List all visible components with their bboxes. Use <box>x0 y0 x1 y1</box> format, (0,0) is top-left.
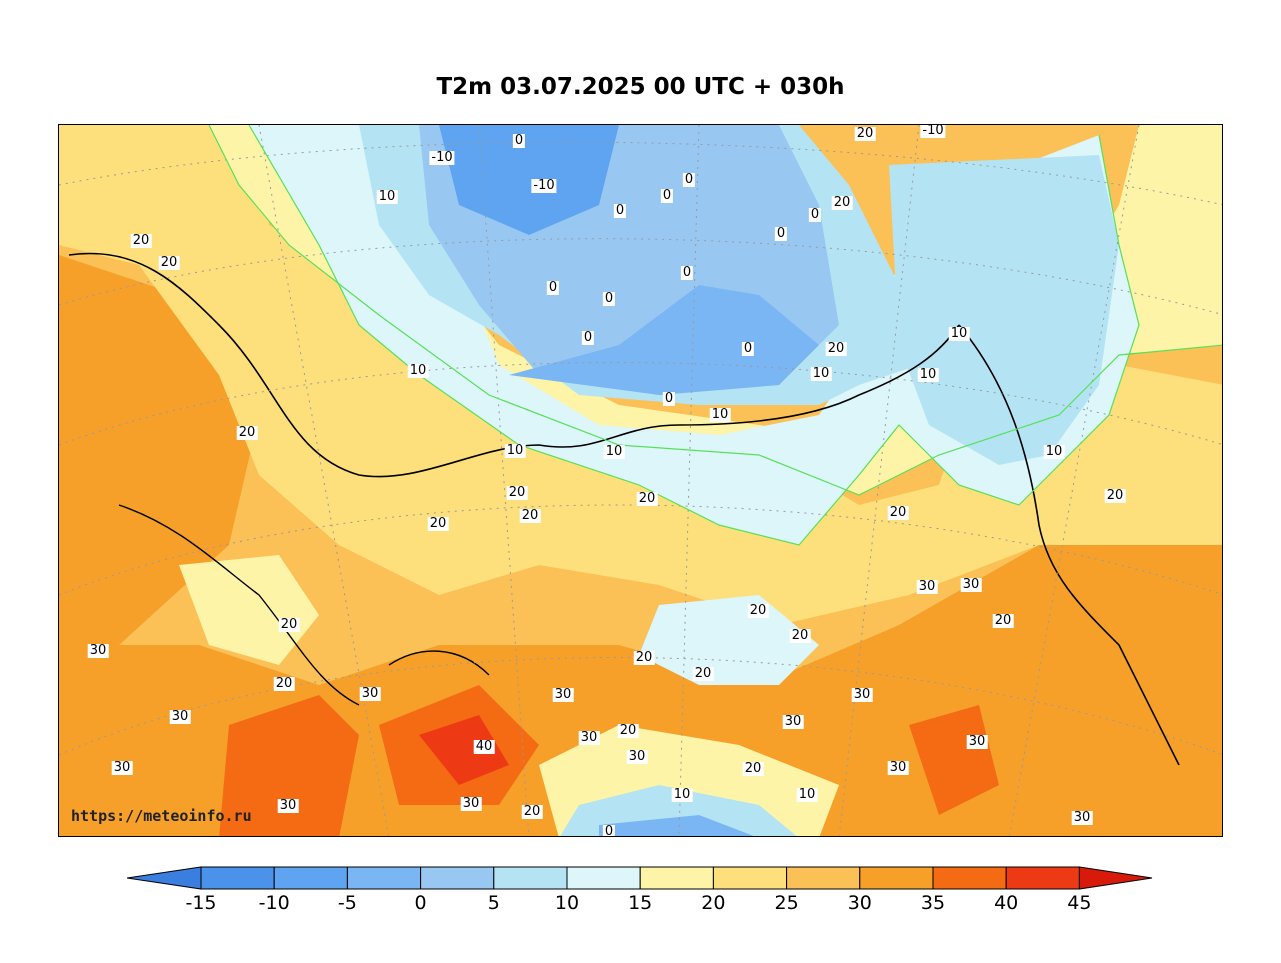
contour-label: 10 <box>796 787 818 802</box>
legend-bin <box>786 866 861 890</box>
legend-tick-label: 25 <box>774 892 799 914</box>
contour-label: 0 <box>774 226 788 241</box>
legend-tick-label: -15 <box>185 892 217 914</box>
contour-label: 10 <box>603 444 625 459</box>
contour-label: 30 <box>111 760 133 775</box>
color-legend <box>127 866 1153 890</box>
contour-label: 0 <box>581 330 595 345</box>
contour-label: 20 <box>633 650 655 665</box>
contour-label: 30 <box>359 686 381 701</box>
watermark: https://meteoinfo.ru <box>71 807 252 825</box>
contour-label: 30 <box>1071 810 1093 825</box>
contour-label: 20 <box>825 341 847 356</box>
contour-label: 30 <box>578 730 600 745</box>
contour-label: 30 <box>851 687 873 702</box>
legend-bin <box>493 866 568 890</box>
contour-label: -10 <box>920 124 946 138</box>
contour-label: 20 <box>887 505 909 520</box>
contour-label: -10 <box>429 150 455 165</box>
legend-bin <box>200 866 275 890</box>
contour-label: 30 <box>552 687 574 702</box>
legend-bin <box>566 866 641 890</box>
contour-label: 30 <box>887 760 909 775</box>
contour-label: -10 <box>531 178 557 193</box>
contour-label: 10 <box>810 366 832 381</box>
contour-label: 20 <box>789 628 811 643</box>
contour-label: 20 <box>158 255 180 270</box>
contour-label: 20 <box>278 617 300 632</box>
legend-bin <box>420 866 495 890</box>
contour-label: 20 <box>742 761 764 776</box>
contour-label: 10 <box>671 787 693 802</box>
legend-tick-label: 10 <box>554 892 580 914</box>
contour-label: 30 <box>87 643 109 658</box>
contour-label: 20 <box>521 804 543 819</box>
contour-label: 30 <box>277 798 299 813</box>
contour-label: 20 <box>1104 488 1126 503</box>
contour-label: 10 <box>376 189 398 204</box>
contour-label: 30 <box>169 709 191 724</box>
contour-label: 20 <box>427 516 449 531</box>
contour-label: 20 <box>617 723 639 738</box>
legend-bin <box>712 866 788 890</box>
contour-label: 10 <box>504 443 526 458</box>
legend-tick-label: 15 <box>628 892 653 914</box>
contour-label: 10 <box>917 367 939 382</box>
contour-label: 0 <box>741 341 755 356</box>
contour-label: 30 <box>960 577 982 592</box>
contour-label: 0 <box>662 391 676 406</box>
legend-under-arrow <box>127 866 202 890</box>
legend-bin <box>859 866 934 890</box>
contour-label: 20 <box>747 603 769 618</box>
contour-label: 30 <box>460 796 482 811</box>
contour-label: 20 <box>831 195 853 210</box>
contour-label: 20 <box>506 485 528 500</box>
legend-bin <box>639 866 714 890</box>
legend-tick-label: 0 <box>414 892 427 914</box>
contour-label: 0 <box>660 188 674 203</box>
contour-label: 0 <box>682 172 696 187</box>
contour-label: 20 <box>636 491 658 506</box>
legend-tick-label: 35 <box>920 892 946 914</box>
legend-tick-label: -5 <box>337 892 357 914</box>
contour-label: 40 <box>473 739 495 754</box>
contour-label: 30 <box>916 579 938 594</box>
legend-tick-label: 20 <box>701 892 726 914</box>
contour-label: 0 <box>680 265 694 280</box>
contour-label: 20 <box>992 613 1014 628</box>
map-title: T2m 03.07.2025 00 UTC + 030h <box>436 74 845 100</box>
contour-label: 30 <box>626 749 648 764</box>
contour-label: 20 <box>236 425 258 440</box>
temperature-map: 20 -10 -10 -10 0 10 20 20 0 0 0 20 0 0 0 0 0 0 10 20 0 10 10 10… <box>58 124 1223 837</box>
contour-label: 30 <box>966 734 988 749</box>
contour-label: 20 <box>273 676 295 691</box>
legend-tick-label: 40 <box>994 892 1019 914</box>
contour-label: 0 <box>546 280 560 295</box>
contour-label: 0 <box>613 203 627 218</box>
contour-label: 20 <box>519 508 541 523</box>
contour-label: 10 <box>407 363 429 378</box>
legend-tick-label: 30 <box>847 892 872 914</box>
contour-label: 30 <box>782 714 804 729</box>
contour-label: 10 <box>948 326 970 341</box>
contour-label: 0 <box>602 291 616 306</box>
legend-bin <box>932 866 1007 890</box>
contour-label: 0 <box>512 133 526 148</box>
temperature-field <box>59 125 1222 836</box>
contour-label: 0 <box>808 207 822 222</box>
contour-label: 20 <box>130 233 152 248</box>
legend-bin <box>273 866 348 890</box>
legend-bin <box>1005 866 1080 890</box>
legend-tick-label: -10 <box>258 892 290 914</box>
contour-label: 10 <box>1043 444 1065 459</box>
contour-label: 20 <box>854 126 876 141</box>
legend-tick-label: 5 <box>487 892 500 914</box>
legend-over-arrow <box>1078 866 1153 890</box>
contour-label: 20 <box>692 666 714 681</box>
contour-label: 10 <box>709 407 731 422</box>
contour-label: 0 <box>602 824 616 837</box>
legend-bin <box>346 866 422 890</box>
legend-tick-label: 45 <box>1067 892 1092 914</box>
